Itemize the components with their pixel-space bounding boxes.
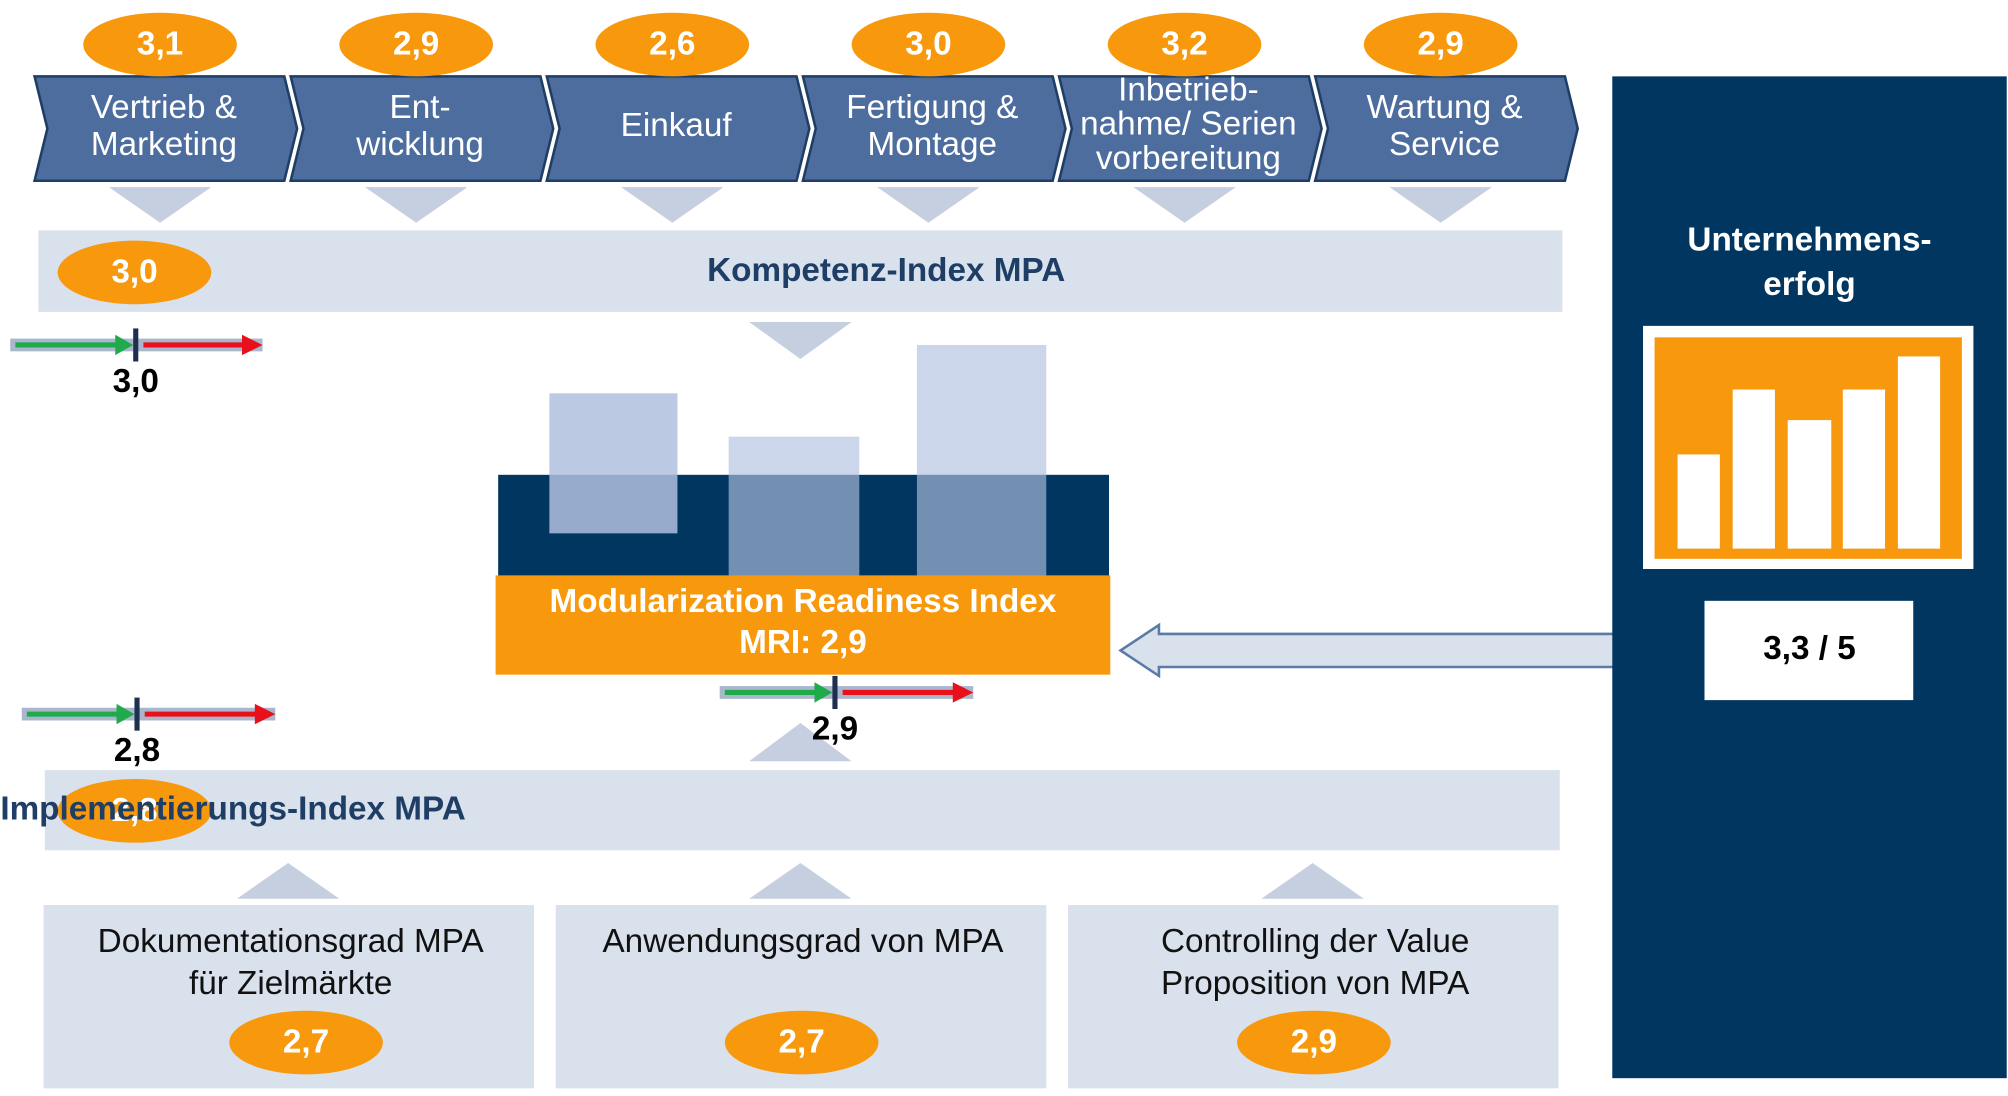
score: 3,2 bbox=[1161, 26, 1207, 63]
label: Montage bbox=[868, 126, 998, 163]
label: Controlling der Value bbox=[1161, 923, 1469, 960]
process-step bbox=[801, 75, 1067, 183]
double-arrow bbox=[1118, 622, 1677, 679]
arrow-down bbox=[108, 187, 212, 223]
indicator-value: 3,0 bbox=[113, 363, 159, 400]
score-badge bbox=[83, 12, 237, 77]
process-step bbox=[545, 75, 811, 183]
kompetenz-title: Kompetenz-Index MPA bbox=[707, 252, 1065, 289]
label: Ent- bbox=[390, 89, 451, 126]
process-step bbox=[32, 75, 299, 183]
label: Anwendungsgrad von MPA bbox=[602, 923, 1004, 960]
score: 2,6 bbox=[649, 26, 695, 63]
score: 3,1 bbox=[137, 26, 183, 63]
label: vorbereitung bbox=[1096, 140, 1281, 177]
score-badge bbox=[339, 12, 494, 77]
score: 2,7 bbox=[283, 1024, 329, 1061]
mri-title: Modularization Readiness Index bbox=[550, 583, 1057, 620]
arrow-down bbox=[1389, 187, 1492, 223]
label: Service bbox=[1389, 126, 1500, 163]
score-badge bbox=[57, 240, 212, 305]
mri-subtitle: MRI: 2,9 bbox=[739, 624, 867, 661]
label: wicklung bbox=[355, 126, 484, 163]
label: Dokumentationsgrad MPA bbox=[98, 923, 485, 960]
mri-box bbox=[495, 575, 1111, 675]
mri-bar bbox=[916, 344, 1047, 577]
score: 2,9 bbox=[393, 26, 439, 63]
indicator-green-head bbox=[814, 682, 833, 703]
label: Fertigung & bbox=[846, 89, 1018, 126]
label: Vertrieb & bbox=[91, 89, 237, 126]
arrow-up bbox=[236, 863, 340, 899]
score-badge bbox=[1363, 12, 1518, 77]
score-badge bbox=[1107, 12, 1262, 77]
score: 3,0 bbox=[111, 254, 157, 291]
label: erfolg bbox=[1763, 266, 1855, 303]
arrow-up bbox=[749, 723, 852, 762]
score-badge bbox=[1237, 1010, 1391, 1075]
indicator-red-head bbox=[242, 334, 263, 356]
process-step bbox=[289, 75, 555, 183]
arrow-down bbox=[1133, 187, 1236, 223]
label: Wartung & bbox=[1367, 89, 1523, 126]
process-step bbox=[1313, 75, 1580, 183]
score: 2,7 bbox=[779, 1024, 825, 1061]
arrow-up bbox=[1261, 863, 1364, 899]
score-badge bbox=[57, 779, 212, 843]
score-badge bbox=[595, 12, 750, 77]
score-badge bbox=[229, 1010, 383, 1075]
arrow-down bbox=[621, 187, 724, 223]
label: Inbetrieb- bbox=[1118, 71, 1259, 108]
success-score-box bbox=[1704, 600, 1914, 701]
mri-bar bbox=[549, 393, 678, 534]
implementierung-title: Implementierungs-Index MPA bbox=[0, 791, 465, 828]
process-step bbox=[1057, 75, 1323, 183]
arrow-down bbox=[364, 187, 468, 223]
label: Unternehmens- bbox=[1687, 222, 1931, 259]
score: 2,8 bbox=[111, 792, 157, 829]
label: Proposition von MPA bbox=[1161, 965, 1470, 1002]
indicator-red-head bbox=[952, 682, 974, 703]
success-score: 3,3 / 5 bbox=[1763, 630, 1856, 667]
label: Einkauf bbox=[621, 107, 733, 144]
indicator-value: 2,8 bbox=[114, 732, 160, 769]
indicator-green-head bbox=[115, 334, 134, 356]
label: für Zielmärkte bbox=[189, 965, 392, 1002]
arrow-up bbox=[749, 863, 852, 899]
label: nahme/ Serien bbox=[1080, 106, 1297, 143]
score-badge bbox=[851, 12, 1006, 77]
chart-icon-bars bbox=[1677, 356, 1941, 549]
indicator-green-head bbox=[116, 703, 135, 725]
score-badge bbox=[724, 1010, 879, 1075]
indicator-red-head bbox=[254, 703, 276, 725]
mri-bar bbox=[728, 436, 860, 577]
success-panel bbox=[1612, 76, 2007, 1079]
indicator-value: 2,9 bbox=[812, 710, 858, 747]
score: 2,9 bbox=[1418, 26, 1464, 63]
arrow-down bbox=[877, 187, 980, 223]
kompetenz-bar bbox=[38, 230, 1563, 312]
label: Marketing bbox=[91, 126, 237, 163]
arrow-down bbox=[749, 322, 852, 359]
implementierung-bar bbox=[44, 770, 1560, 851]
score: 3,0 bbox=[905, 26, 951, 63]
score: 2,9 bbox=[1291, 1024, 1337, 1061]
